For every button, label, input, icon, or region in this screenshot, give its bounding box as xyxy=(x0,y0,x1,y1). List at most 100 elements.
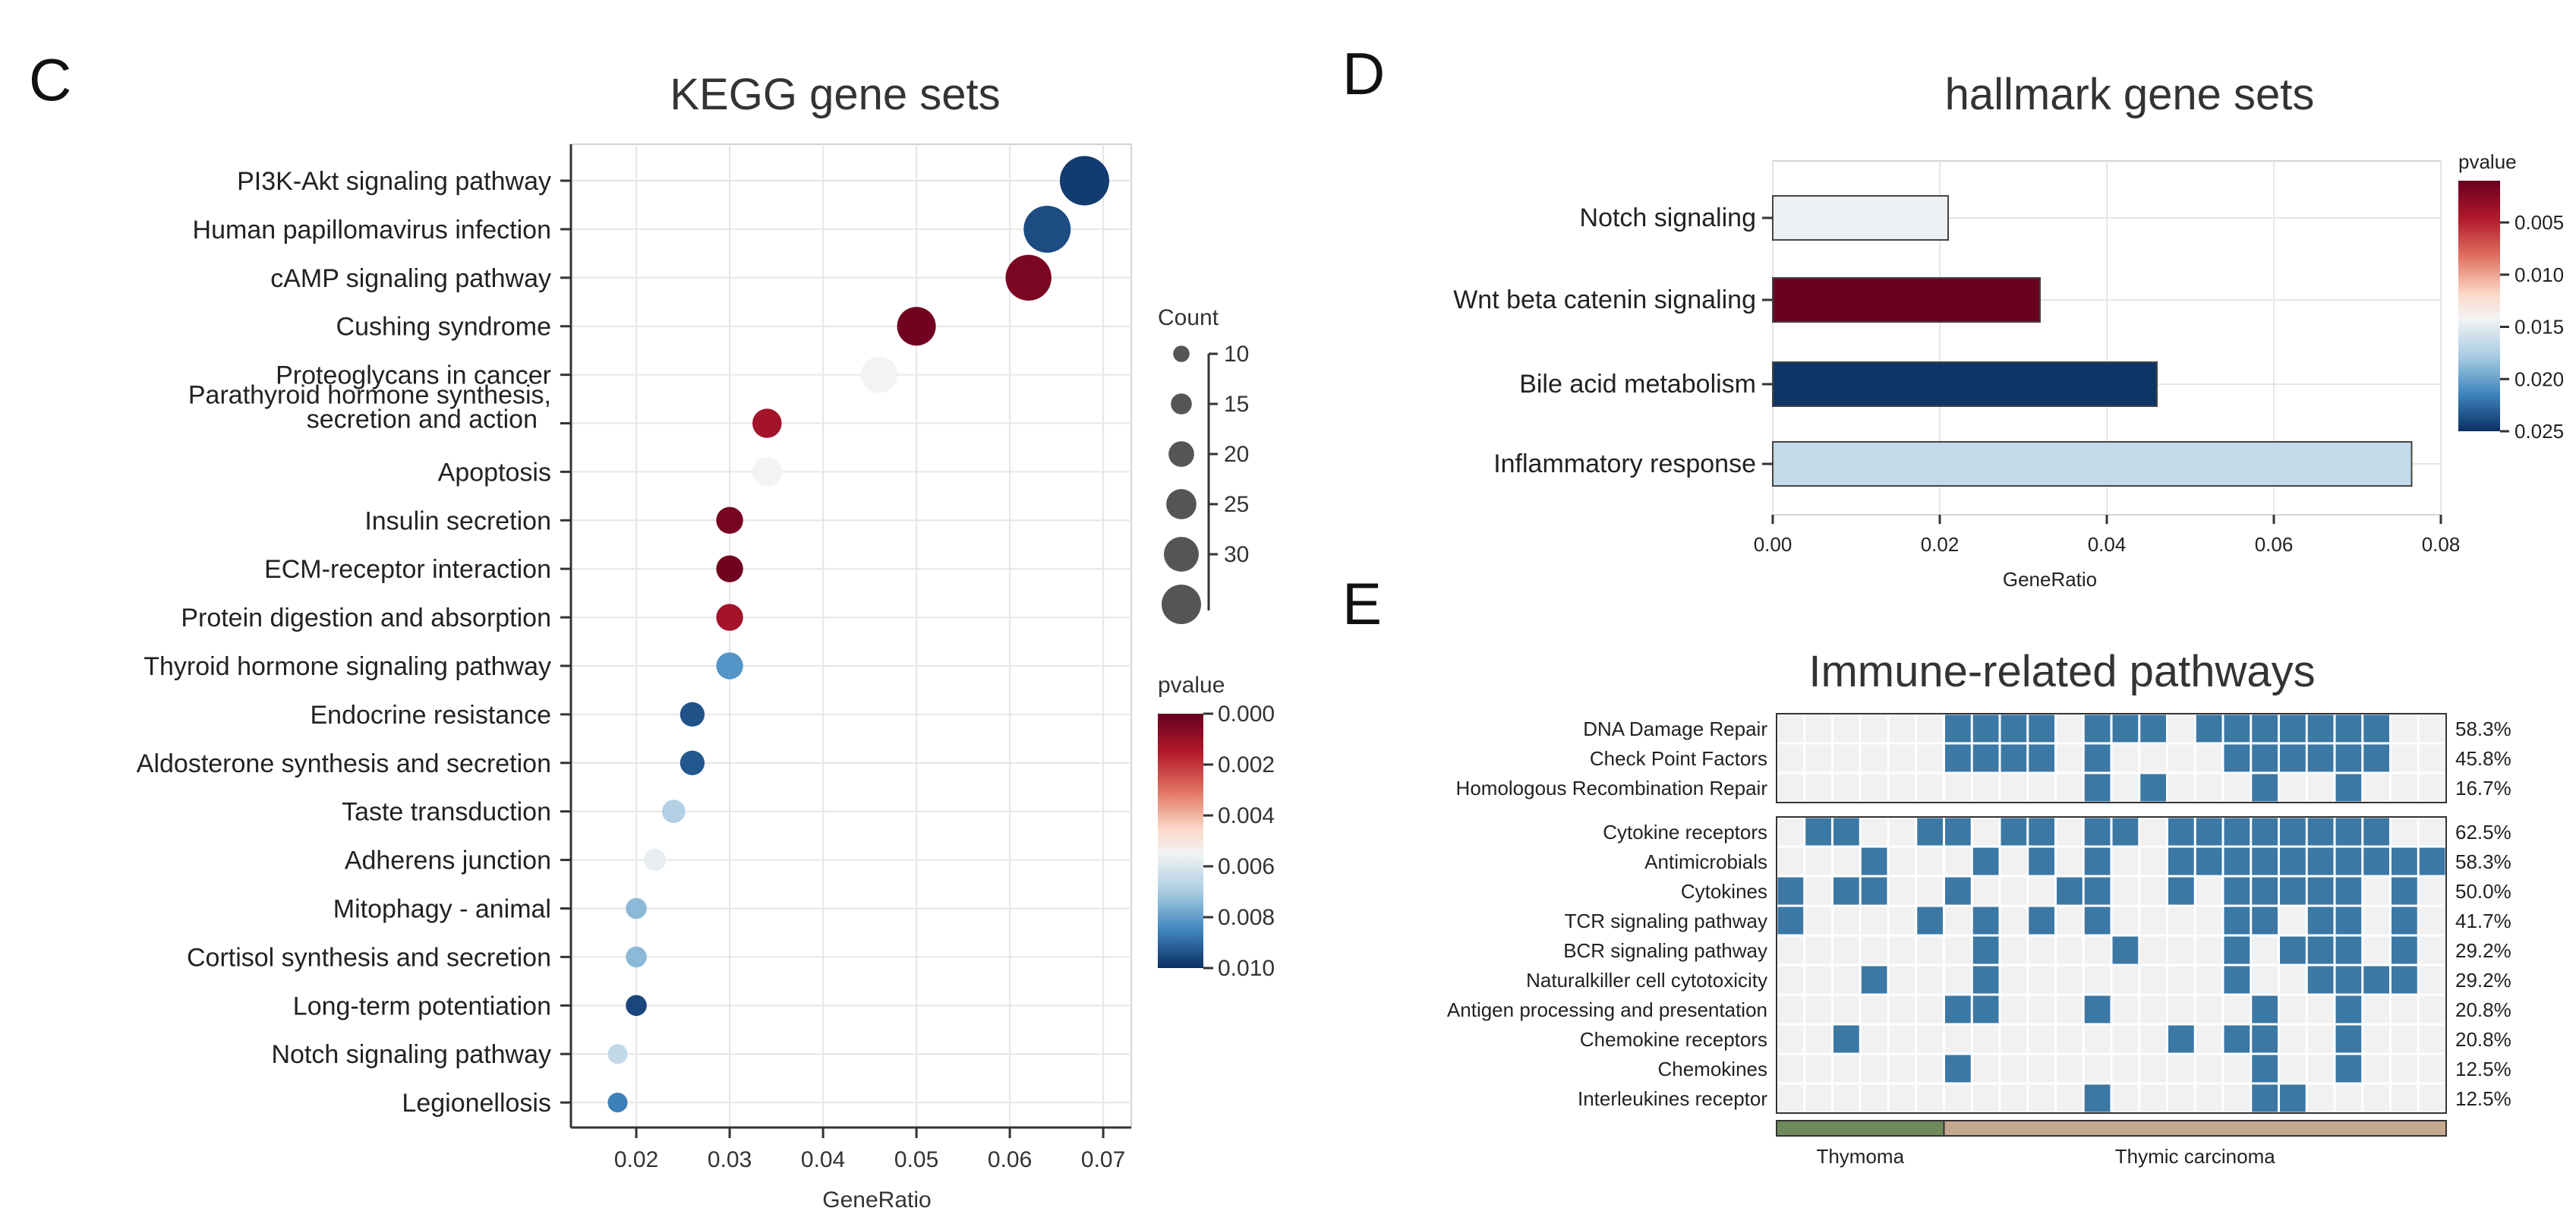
immune-cell xyxy=(2196,966,2222,994)
immune-cell xyxy=(1889,877,1915,905)
immune-cell xyxy=(2335,714,2362,743)
count-legend-label: 10 xyxy=(1224,342,1249,367)
immune-cell xyxy=(2224,1084,2250,1112)
immune-cell xyxy=(2168,714,2194,743)
immune-cell xyxy=(2168,995,2194,1023)
immune-cell xyxy=(2224,774,2250,802)
immune-cell xyxy=(2001,774,2027,802)
immune-cell xyxy=(1833,714,1859,743)
immune-cell xyxy=(2001,1084,2027,1112)
immune-cell xyxy=(1861,907,1887,935)
immune-cell xyxy=(2140,966,2166,994)
immune-cell xyxy=(1972,847,1999,875)
kegg-dot xyxy=(679,702,705,727)
immune-heatmap: Immune-related pathways DNA Damage Repai… xyxy=(1447,647,2511,1168)
immune-cell xyxy=(2280,1025,2306,1053)
immune-cell xyxy=(2112,995,2139,1023)
hallmark-x-tick-label: 0.06 xyxy=(2255,533,2294,556)
hallmark-bar xyxy=(1772,361,2158,407)
immune-cell xyxy=(2335,936,2362,964)
count-legend-dot xyxy=(1171,393,1192,415)
kegg-dot xyxy=(716,555,743,582)
immune-cell xyxy=(2280,818,2306,846)
hallmark-pvalue-label: 0.020 xyxy=(2515,367,2564,390)
immune-cell xyxy=(1889,847,1915,875)
immune-cell xyxy=(2112,774,2139,802)
immune-cell xyxy=(2168,1084,2194,1112)
hallmark-pvalue-label: 0.010 xyxy=(2515,263,2564,286)
kegg-pvalue-label: 0.002 xyxy=(1218,752,1275,777)
immune-cell xyxy=(2196,744,2222,772)
immune-cell xyxy=(2252,744,2278,772)
immune-row-percent: 50.0% xyxy=(2455,880,2511,903)
immune-cell xyxy=(1805,995,1831,1023)
immune-cell xyxy=(2112,1025,2139,1053)
immune-cell xyxy=(1805,1055,1831,1083)
immune-cell xyxy=(2001,907,2027,935)
kegg-category-label: Protein digestion and absorption xyxy=(181,604,551,632)
immune-cell xyxy=(2307,1025,2334,1053)
immune-row-label: Antigen processing and presentation xyxy=(1447,998,1767,1021)
kegg-dot xyxy=(626,897,647,919)
immune-cell xyxy=(2196,818,2222,846)
count-legend-label: 20 xyxy=(1224,442,1249,467)
immune-cell xyxy=(2140,847,2166,875)
kegg-x-tick-label: 0.02 xyxy=(614,1147,658,1172)
kegg-category-label: Taste transduction xyxy=(342,798,551,827)
kegg-category-label: Apoptosis xyxy=(438,458,551,487)
immune-cell xyxy=(2084,995,2111,1023)
immune-cell xyxy=(2335,774,2362,802)
immune-cell xyxy=(1972,995,1999,1023)
immune-cell xyxy=(2029,1055,2054,1083)
immune-cell xyxy=(2029,907,2054,935)
immune-cell xyxy=(2196,877,2222,905)
immune-cell xyxy=(2280,774,2306,802)
kegg-x-tick-label: 0.07 xyxy=(1081,1147,1125,1172)
immune-cell xyxy=(2029,1084,2054,1112)
immune-cell xyxy=(2001,847,2027,875)
kegg-category-label: Insulin secretion xyxy=(364,506,551,535)
immune-cell xyxy=(2084,1025,2111,1053)
thymoma-group-label: Thymoma xyxy=(1816,1145,1904,1168)
immune-cell xyxy=(1917,818,1943,846)
immune-cell xyxy=(2224,966,2250,994)
kegg-category-label: Cushing syndrome xyxy=(336,313,551,342)
immune-cell xyxy=(2168,936,2194,964)
immune-cell xyxy=(2252,774,2278,802)
immune-cell xyxy=(2363,774,2389,802)
immune-cell xyxy=(2057,714,2083,743)
immune-cell xyxy=(2363,714,2389,743)
immune-cell xyxy=(1805,744,1831,772)
kegg-pvalue-label: 0.006 xyxy=(1218,854,1275,879)
immune-cell xyxy=(1777,818,1804,846)
immune-cell xyxy=(2196,1025,2222,1053)
hallmark-bar xyxy=(1772,277,2041,323)
immune-cell xyxy=(1861,818,1887,846)
kegg-x-tick-label: 0.06 xyxy=(988,1147,1032,1172)
immune-cell xyxy=(2001,966,2027,994)
immune-cell xyxy=(1945,1055,1971,1083)
immune-cell xyxy=(1945,847,1971,875)
panel-label-d: D xyxy=(1342,40,1385,107)
immune-cell xyxy=(2392,936,2417,964)
immune-cell xyxy=(1972,818,1999,846)
immune-cell xyxy=(1861,744,1887,772)
immune-cell xyxy=(2252,877,2278,905)
immune-cell xyxy=(1833,877,1859,905)
thymic-carcinoma-group-bar xyxy=(1943,1120,2447,1137)
immune-cell xyxy=(1889,744,1915,772)
immune-cell xyxy=(2057,907,2083,935)
immune-row-label: Cytokine receptors xyxy=(1603,821,1767,844)
immune-cell xyxy=(2029,714,2054,743)
immune-cell xyxy=(2196,774,2222,802)
immune-cell xyxy=(2057,1055,2083,1083)
immune-cell xyxy=(2224,744,2250,772)
immune-cell xyxy=(2280,1084,2306,1112)
immune-cell xyxy=(2419,714,2445,743)
kegg-x-axis-label: GeneRatio xyxy=(822,1187,931,1213)
immune-cell xyxy=(2168,907,2194,935)
immune-cell xyxy=(2224,936,2250,964)
kegg-category-label: ECM-receptor interaction xyxy=(264,555,551,584)
immune-cell xyxy=(2029,877,2054,905)
immune-cell xyxy=(1945,966,1971,994)
